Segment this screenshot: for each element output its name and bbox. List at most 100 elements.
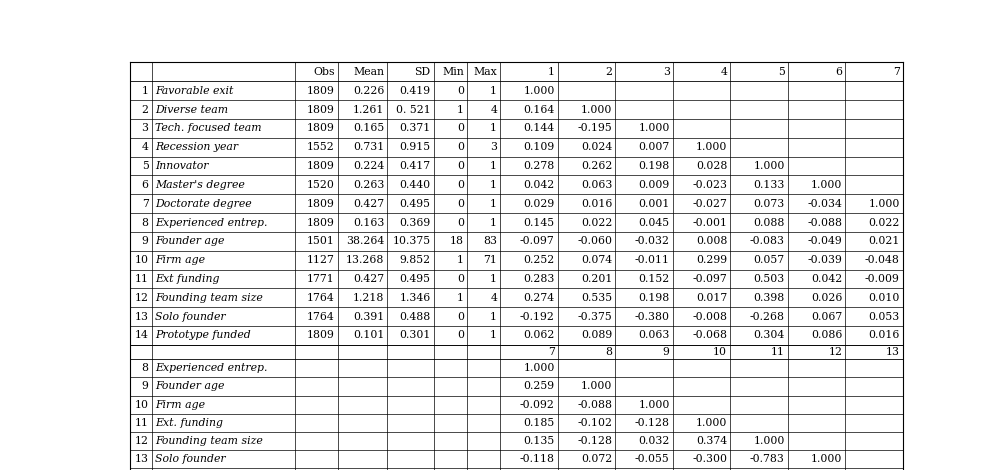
Text: 6: 6 bbox=[835, 67, 842, 77]
Text: -0.055: -0.055 bbox=[635, 454, 669, 464]
Text: 0: 0 bbox=[457, 161, 464, 171]
Text: 12: 12 bbox=[135, 293, 149, 303]
Text: 1: 1 bbox=[490, 330, 497, 340]
Text: 1809: 1809 bbox=[307, 105, 335, 115]
Text: 11: 11 bbox=[135, 274, 149, 284]
Text: 8: 8 bbox=[142, 218, 149, 227]
Text: -0.009: -0.009 bbox=[865, 274, 899, 284]
Text: Max: Max bbox=[473, 67, 497, 77]
Text: 1520: 1520 bbox=[307, 180, 335, 190]
Text: 1809: 1809 bbox=[307, 199, 335, 209]
Text: -0.060: -0.060 bbox=[577, 236, 612, 246]
Text: Founding team size: Founding team size bbox=[155, 293, 262, 303]
Text: -0.097: -0.097 bbox=[520, 236, 555, 246]
Text: 83: 83 bbox=[483, 236, 497, 246]
Text: 1.000: 1.000 bbox=[811, 180, 842, 190]
Text: 13: 13 bbox=[135, 312, 149, 321]
Text: 0.053: 0.053 bbox=[868, 312, 899, 321]
Text: 0.063: 0.063 bbox=[638, 330, 669, 340]
Text: 18: 18 bbox=[450, 236, 464, 246]
Text: 1: 1 bbox=[457, 293, 464, 303]
Text: 0.371: 0.371 bbox=[399, 124, 431, 133]
Text: Ext. funding: Ext. funding bbox=[155, 418, 223, 428]
Text: 1764: 1764 bbox=[307, 293, 335, 303]
Text: -0.011: -0.011 bbox=[635, 255, 669, 265]
Text: 0: 0 bbox=[457, 86, 464, 96]
Text: -0.300: -0.300 bbox=[692, 454, 728, 464]
Text: Firm age: Firm age bbox=[155, 400, 205, 409]
Text: -0.375: -0.375 bbox=[578, 312, 612, 321]
Text: 0.263: 0.263 bbox=[353, 180, 384, 190]
Text: 0.109: 0.109 bbox=[524, 142, 555, 152]
Text: -0.034: -0.034 bbox=[807, 199, 842, 209]
Text: 10.375: 10.375 bbox=[393, 236, 431, 246]
Text: 1501: 1501 bbox=[307, 236, 335, 246]
Text: 9: 9 bbox=[142, 382, 149, 392]
Text: 0.133: 0.133 bbox=[754, 180, 785, 190]
Text: 1809: 1809 bbox=[307, 330, 335, 340]
Text: 1.000: 1.000 bbox=[638, 400, 669, 409]
Text: Founding team size: Founding team size bbox=[155, 436, 262, 446]
Text: -0.128: -0.128 bbox=[577, 436, 612, 446]
Text: Recession year: Recession year bbox=[155, 142, 238, 152]
Text: -0.380: -0.380 bbox=[635, 312, 669, 321]
Text: Solo founder: Solo founder bbox=[155, 454, 225, 464]
Text: 14: 14 bbox=[135, 330, 149, 340]
Text: -0.195: -0.195 bbox=[578, 124, 612, 133]
Text: -0.068: -0.068 bbox=[692, 330, 728, 340]
Text: 0.299: 0.299 bbox=[696, 255, 728, 265]
Text: 0.017: 0.017 bbox=[696, 293, 728, 303]
Text: 1: 1 bbox=[490, 180, 497, 190]
Text: 1809: 1809 bbox=[307, 124, 335, 133]
Text: 3: 3 bbox=[490, 142, 497, 152]
Text: Tech. focused team: Tech. focused team bbox=[155, 124, 261, 133]
Text: 0.086: 0.086 bbox=[811, 330, 842, 340]
Text: 0.007: 0.007 bbox=[638, 142, 669, 152]
Text: 0.419: 0.419 bbox=[400, 86, 431, 96]
Text: 1: 1 bbox=[490, 199, 497, 209]
Text: 0.021: 0.021 bbox=[868, 236, 899, 246]
Text: 0.369: 0.369 bbox=[399, 218, 431, 227]
Text: -0.032: -0.032 bbox=[635, 236, 669, 246]
Text: 0: 0 bbox=[457, 180, 464, 190]
Text: 0.144: 0.144 bbox=[524, 124, 555, 133]
Text: 38.264: 38.264 bbox=[346, 236, 384, 246]
Text: 4: 4 bbox=[721, 67, 728, 77]
Text: Founder age: Founder age bbox=[155, 382, 224, 392]
Text: 0.417: 0.417 bbox=[400, 161, 431, 171]
Text: 1: 1 bbox=[142, 86, 149, 96]
Text: -0.128: -0.128 bbox=[635, 418, 669, 428]
Text: 0.198: 0.198 bbox=[638, 293, 669, 303]
Text: 0.145: 0.145 bbox=[524, 218, 555, 227]
Text: 13.268: 13.268 bbox=[346, 255, 384, 265]
Text: 1.000: 1.000 bbox=[638, 124, 669, 133]
Text: -0.088: -0.088 bbox=[577, 400, 612, 409]
Text: 0.488: 0.488 bbox=[399, 312, 431, 321]
Text: 0.163: 0.163 bbox=[353, 218, 384, 227]
Text: 0.074: 0.074 bbox=[581, 255, 612, 265]
Text: 0.495: 0.495 bbox=[400, 199, 431, 209]
Text: 0.427: 0.427 bbox=[353, 199, 384, 209]
Text: -0.268: -0.268 bbox=[750, 312, 785, 321]
Text: 0.042: 0.042 bbox=[524, 180, 555, 190]
Text: 4: 4 bbox=[490, 105, 497, 115]
Text: 0.063: 0.063 bbox=[581, 180, 612, 190]
Text: 5: 5 bbox=[142, 161, 149, 171]
Text: -0.088: -0.088 bbox=[807, 218, 842, 227]
Text: 0.101: 0.101 bbox=[353, 330, 384, 340]
Text: Solo founder: Solo founder bbox=[155, 312, 225, 321]
Text: 10: 10 bbox=[135, 255, 149, 265]
Text: Master's degree: Master's degree bbox=[155, 180, 244, 190]
Text: 0: 0 bbox=[457, 274, 464, 284]
Text: 0.057: 0.057 bbox=[754, 255, 785, 265]
Text: 0: 0 bbox=[457, 312, 464, 321]
Text: 1.346: 1.346 bbox=[399, 293, 431, 303]
Text: 0.915: 0.915 bbox=[400, 142, 431, 152]
Text: 1.000: 1.000 bbox=[754, 161, 785, 171]
Text: Mean: Mean bbox=[353, 67, 384, 77]
Text: 2: 2 bbox=[142, 105, 149, 115]
Text: 1: 1 bbox=[548, 67, 555, 77]
Text: 0.009: 0.009 bbox=[638, 180, 669, 190]
Text: 0.224: 0.224 bbox=[353, 161, 384, 171]
Text: 0.028: 0.028 bbox=[695, 161, 728, 171]
